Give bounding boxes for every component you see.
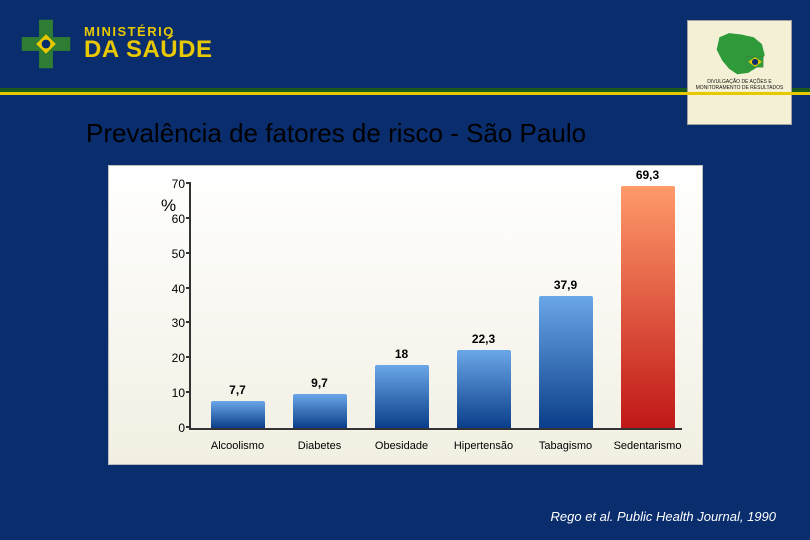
slide-header: MINISTÉRIO DA SAÚDE DIVULGAÇÃO DE AÇÕES … bbox=[0, 0, 810, 92]
brazil-map-icon bbox=[705, 29, 775, 77]
bar bbox=[293, 394, 347, 428]
y-tick-label: 30 bbox=[163, 316, 185, 330]
risk-factor-chart: % 0102030405060707,7Alcoolismo9,7Diabete… bbox=[108, 165, 703, 465]
y-tick-mark bbox=[186, 321, 191, 323]
y-tick-label: 20 bbox=[163, 351, 185, 365]
bar-group: 22,3Hipertensão bbox=[457, 350, 511, 428]
bar-group: 7,7Alcoolismo bbox=[211, 401, 265, 428]
y-tick-label: 50 bbox=[163, 247, 185, 261]
y-tick-mark bbox=[186, 287, 191, 289]
bar-category-label: Sedentarismo bbox=[614, 440, 682, 452]
y-tick-mark bbox=[186, 391, 191, 393]
y-tick-mark bbox=[186, 182, 191, 184]
bar-value-label: 69,3 bbox=[636, 168, 659, 182]
bar-value-label: 22,3 bbox=[472, 332, 495, 346]
bar-category-label: Diabetes bbox=[298, 440, 341, 452]
y-tick-label: 0 bbox=[163, 421, 185, 435]
slide-title: Prevalência de fatores de risco - São Pa… bbox=[86, 118, 586, 149]
plot-area: 0102030405060707,7Alcoolismo9,7Diabetes1… bbox=[189, 184, 682, 430]
bar bbox=[539, 296, 593, 428]
y-tick-mark bbox=[186, 426, 191, 428]
logo-line-2: DA SAÚDE bbox=[84, 39, 212, 62]
y-tick-label: 40 bbox=[163, 282, 185, 296]
bar-value-label: 37,9 bbox=[554, 278, 577, 292]
y-tick-mark bbox=[186, 217, 191, 219]
chart-inner: % 0102030405060707,7Alcoolismo9,7Diabete… bbox=[161, 184, 682, 430]
bar bbox=[375, 365, 429, 428]
bar-group: 37,9Tabagismo bbox=[539, 296, 593, 428]
sus-cross-icon bbox=[20, 18, 72, 70]
ministry-logo-text: MINISTÉRIO DA SAÚDE bbox=[84, 26, 212, 61]
bar-category-label: Tabagismo bbox=[539, 440, 592, 452]
bar-value-label: 9,7 bbox=[311, 376, 328, 390]
bar-group: 18Obesidade bbox=[375, 365, 429, 428]
bar-value-label: 18 bbox=[395, 347, 408, 361]
bar-value-label: 7,7 bbox=[229, 383, 246, 397]
y-tick-mark bbox=[186, 356, 191, 358]
citation-text: Rego et al. Public Health Journal, 1990 bbox=[551, 509, 776, 524]
bar-category-label: Hipertensão bbox=[454, 440, 513, 452]
ministry-logo: MINISTÉRIO DA SAÚDE bbox=[20, 18, 212, 70]
bar-category-label: Alcoolismo bbox=[211, 440, 264, 452]
bar bbox=[621, 186, 675, 428]
y-tick-label: 60 bbox=[163, 212, 185, 226]
y-tick-label: 70 bbox=[163, 177, 185, 191]
bar bbox=[211, 401, 265, 428]
y-tick-label: 10 bbox=[163, 386, 185, 400]
brazil-stamp: DIVULGAÇÃO DE AÇÕES E MONITORAMENTO DE R… bbox=[687, 20, 792, 125]
bar-category-label: Obesidade bbox=[375, 440, 428, 452]
stamp-caption: DIVULGAÇÃO DE AÇÕES E MONITORAMENTO DE R… bbox=[688, 80, 791, 92]
bar bbox=[457, 350, 511, 428]
bar-group: 9,7Diabetes bbox=[293, 394, 347, 428]
y-tick-mark bbox=[186, 252, 191, 254]
bar-group: 69,3Sedentarismo bbox=[621, 186, 675, 428]
